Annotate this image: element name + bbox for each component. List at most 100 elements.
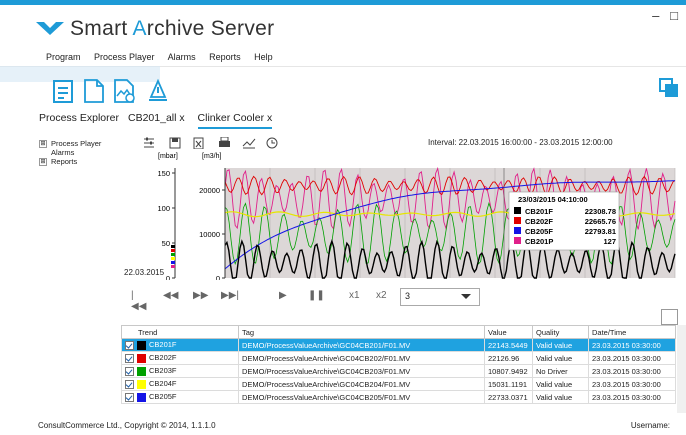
skip-start-button[interactable]: |◀◀	[131, 290, 147, 312]
cell-tag: DEMO/ProcessValueArchive\GC04CB204/F01.M…	[242, 379, 411, 389]
status-bar: ConsultCommerce Ltd., Copyright © 2014, …	[38, 421, 678, 430]
settings-icon[interactable]	[144, 137, 154, 148]
menu-help[interactable]: Help	[254, 52, 273, 62]
tooltip-time: 23/03/2015 04:10:00	[518, 195, 588, 204]
table-row[interactable]: CB204F DEMO/ProcessValueArchive\GC04CB204…	[121, 377, 676, 391]
speed-x2-button[interactable]: x2	[376, 290, 387, 301]
maximize-button[interactable]: □	[670, 8, 678, 23]
series-color-swatch	[137, 379, 146, 389]
fast-forward-button[interactable]: ▶▶	[193, 290, 209, 301]
tab-close-icon[interactable]: x	[267, 112, 273, 124]
series-marker	[171, 261, 175, 264]
flow-tick-label: 0	[216, 274, 220, 280]
tree-node-alarms[interactable]: Alarms	[51, 148, 75, 157]
speed-x1-button[interactable]: x1	[349, 290, 360, 301]
col-datetime[interactable]: Date/Time	[588, 325, 676, 339]
alarm-icon[interactable]	[146, 78, 170, 104]
pause-button[interactable]: ❚❚	[308, 290, 325, 301]
cursor-tooltip: 23/03/2015 04:10:00 CB201F 22308.78 CB202F 2…	[503, 168, 620, 278]
chart-date-label: 22.03.2015	[124, 268, 165, 277]
col-tag[interactable]: Tag	[238, 325, 485, 339]
cell-trend: CB203F	[149, 366, 177, 376]
axes: 16:00:0018:00:0020:00:0022:00:0000:00:00…	[157, 153, 226, 280]
series-line-cb205f	[224, 180, 676, 270]
cell-value: 22733.0371	[488, 392, 528, 402]
expand-icon[interactable]: ⊞	[39, 140, 47, 148]
tooltip-swatch	[514, 227, 521, 234]
cell-value: 22126.96	[488, 353, 520, 363]
save-icon[interactable]	[169, 137, 181, 149]
tooltip-value: 22793.81	[585, 227, 616, 236]
tooltip-swatch	[514, 217, 521, 224]
table-row[interactable]: CB203F DEMO/ProcessValueArchive\GC04CB203…	[121, 364, 676, 378]
row-checkbox[interactable]	[125, 353, 134, 363]
tooltip-box	[508, 191, 620, 251]
flow-axis-unit: [m3/h]	[202, 153, 222, 160]
series-marker	[171, 249, 175, 252]
left-tick-label: 100	[157, 204, 170, 213]
row-checkbox[interactable]	[125, 379, 134, 389]
cell-quality: Valid value	[536, 353, 573, 363]
speed-select[interactable]: 3	[400, 288, 480, 306]
col-trend[interactable]: Trend	[121, 325, 239, 339]
tab-cb201-all[interactable]: CB201_all x	[128, 112, 185, 124]
add-image-icon[interactable]	[112, 78, 136, 104]
rewind-button[interactable]: ◀◀	[163, 290, 179, 301]
tooltip-series-name: CB201P	[525, 237, 553, 246]
excel-icon[interactable]	[193, 137, 204, 149]
series-marker	[171, 245, 175, 248]
skip-end-button[interactable]: ▶▶|	[221, 290, 239, 301]
clock-icon[interactable]	[266, 137, 278, 149]
series-color-swatch	[137, 340, 146, 350]
row-checkbox[interactable]	[125, 366, 134, 376]
row-checkbox[interactable]	[125, 340, 134, 350]
menu-process-player[interactable]: Process Player	[94, 52, 155, 62]
window-tile-icon[interactable]	[659, 78, 679, 98]
tree-node-process-player[interactable]: ⊞ Process Player	[39, 139, 102, 148]
print-icon[interactable]	[219, 137, 230, 147]
app-title: Smart Archive Server	[70, 17, 275, 40]
trend-chart[interactable]: 16:00:0018:00:0020:00:0022:00:0000:00:00…	[120, 150, 680, 280]
copy-icon[interactable]	[661, 309, 678, 325]
cell-value: 10807.9492	[488, 366, 528, 376]
series-color-swatch	[137, 392, 146, 402]
col-value[interactable]: Value	[484, 325, 533, 339]
cell-datetime: 23.03.2015 03:30:00	[592, 340, 661, 350]
table-row[interactable]: CB205F DEMO/ProcessValueArchive\GC04CB205…	[121, 390, 676, 404]
import-icon[interactable]	[52, 78, 76, 104]
tab-clinker-cooler[interactable]: Clinker Cooler x	[197, 112, 273, 129]
series-marker	[171, 257, 175, 260]
menu-divider	[0, 66, 686, 67]
minimize-button[interactable]: –	[652, 8, 660, 23]
tree-node-reports[interactable]: ⊞ Reports	[39, 157, 78, 166]
trend-icon[interactable]	[242, 138, 256, 149]
table-row[interactable]: CB201F DEMO/ProcessValueArchive\GC04CB201…	[121, 338, 676, 352]
cell-value: 22143.5449	[488, 340, 528, 350]
vertical-scrollbar[interactable]	[677, 325, 686, 413]
menu-bar: Program Process Player Alarms Reports He…	[46, 52, 284, 62]
top-accent-bar	[0, 0, 686, 5]
tab-close-icon[interactable]: x	[179, 112, 185, 124]
cell-quality: Valid value	[536, 379, 573, 389]
cell-trend: CB205F	[149, 392, 177, 402]
expand-icon[interactable]: ⊞	[39, 158, 47, 166]
cell-datetime: 23.03.2015 03:30:00	[592, 366, 661, 376]
menu-program[interactable]: Program	[46, 52, 81, 62]
cell-datetime: 23.03.2015 03:30:00	[592, 353, 661, 363]
tooltip-ghost	[0, 66, 160, 82]
table-row[interactable]: CB202F DEMO/ProcessValueArchive\GC04CB202…	[121, 351, 676, 365]
series-marker	[171, 253, 175, 256]
left-tick-label: 50	[162, 239, 170, 248]
flow-tick-label: 10000	[199, 230, 220, 239]
chart-toolbar	[144, 137, 278, 149]
col-quality[interactable]: Quality	[532, 325, 589, 339]
new-document-icon[interactable]	[82, 78, 106, 104]
menu-alarms[interactable]: Alarms	[167, 52, 196, 62]
cell-value: 15031.1191	[488, 379, 528, 389]
row-checkbox[interactable]	[125, 392, 134, 402]
cell-trend: CB201F	[149, 340, 177, 350]
cell-quality: Valid value	[536, 392, 573, 402]
play-button[interactable]: ▶	[279, 290, 287, 301]
menu-reports[interactable]: Reports	[209, 52, 241, 62]
tooltip-value: 22308.78	[585, 207, 616, 216]
